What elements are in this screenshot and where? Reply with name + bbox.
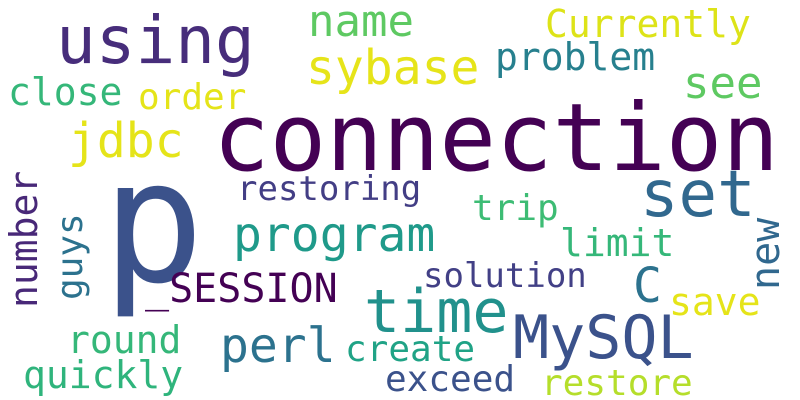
word-limit: limit: [560, 221, 675, 265]
word-sybase: sybase: [306, 40, 480, 96]
word-new: new: [743, 217, 789, 290]
word-guys: guys: [50, 213, 91, 300]
word-session: _SESSION: [145, 266, 338, 312]
word-solution: solution: [423, 256, 587, 296]
word-perl: perl: [220, 318, 336, 374]
word-trip: trip: [472, 188, 559, 229]
word-round: round: [67, 318, 182, 362]
word-create: create: [345, 329, 476, 370]
word-c: C: [633, 258, 662, 314]
word-see: see: [683, 58, 763, 109]
word-time: time: [364, 277, 509, 347]
word-using: using: [56, 2, 255, 79]
word-close: close: [8, 70, 123, 114]
word-restoring: restoring: [237, 169, 422, 209]
word-connection: connection: [213, 84, 779, 193]
word-name: name: [308, 0, 414, 47]
word-number: number: [2, 170, 46, 308]
word-restore: restore: [541, 363, 693, 400]
word-save: save: [669, 280, 761, 324]
word-quickly: quickly: [23, 353, 184, 397]
word-mysql: MySQL: [513, 303, 694, 373]
word-problem: problem: [495, 35, 656, 79]
word-set: set: [640, 158, 756, 232]
word-program: program: [233, 207, 436, 263]
word-currently: Currently: [545, 2, 751, 46]
word-jdbc: jdbc: [68, 113, 184, 169]
word-p: p: [102, 124, 205, 322]
word-order: order: [138, 77, 247, 118]
word-exceed: exceed: [385, 359, 516, 400]
